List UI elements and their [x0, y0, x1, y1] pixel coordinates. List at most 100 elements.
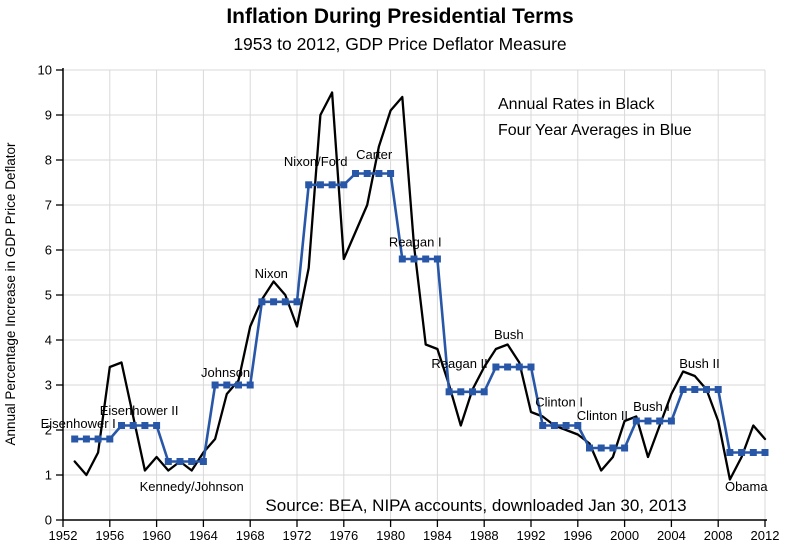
x-tick-label: 2000 — [610, 528, 639, 543]
average-square-marker — [258, 298, 266, 306]
y-tick-label: 3 — [45, 378, 52, 393]
term-label: Eisenhower I — [41, 416, 116, 431]
average-square-marker — [550, 422, 558, 429]
average-square-marker — [71, 435, 79, 443]
term-label: Reagan I — [389, 234, 442, 249]
x-tick-label: 2004 — [657, 528, 686, 543]
annual-rates-line — [73, 91, 767, 481]
average-square-marker — [714, 386, 722, 393]
x-tick-label: 1992 — [517, 528, 546, 543]
average-square-marker — [433, 255, 441, 263]
y-tick-label: 0 — [45, 513, 52, 528]
average-square-marker — [188, 458, 196, 465]
average-square-marker — [749, 449, 757, 456]
term-label: Eisenhower II — [100, 403, 179, 418]
x-tick-label: 1956 — [95, 528, 124, 543]
average-square-marker — [375, 170, 383, 177]
average-square-marker — [363, 170, 371, 177]
average-square-marker — [246, 381, 254, 389]
average-square-marker — [621, 444, 629, 452]
average-square-marker — [469, 388, 476, 396]
average-square-marker — [667, 417, 675, 425]
x-tick-label: 1972 — [283, 528, 312, 543]
chart-subtitle: 1953 to 2012, GDP Price Deflator Measure — [233, 34, 566, 54]
average-square-marker — [761, 449, 769, 456]
average-square-marker — [597, 444, 605, 452]
average-square-marker — [679, 386, 687, 393]
legend-four-year-averages: Four Year Averages in Blue — [498, 122, 692, 139]
average-square-marker — [153, 422, 161, 429]
x-tick-label: 1988 — [470, 528, 499, 543]
y-tick-label: 10 — [38, 63, 52, 78]
average-square-marker — [106, 435, 114, 443]
source-note: Source: BEA, NIPA accounts, downloaded J… — [265, 496, 686, 515]
x-axis-tick-labels: 1952 1956 1960 1964 1968 1972 1976 1980 1984 1988… — [49, 528, 780, 543]
y-tick-label: 4 — [45, 333, 52, 348]
legend-annual-rates: Annual Rates in Black — [498, 96, 656, 113]
average-square-marker — [726, 449, 734, 456]
x-tick-label: 1964 — [189, 528, 218, 543]
y-tick-label: 2 — [45, 423, 52, 438]
y-tick-label: 6 — [45, 243, 52, 258]
average-square-marker — [445, 388, 453, 396]
y-tick-label: 7 — [45, 198, 52, 213]
average-square-marker — [129, 422, 137, 429]
average-square-marker — [632, 417, 640, 425]
axes — [56, 68, 767, 527]
term-label: Bush I — [633, 399, 670, 414]
average-square-marker — [352, 170, 359, 177]
average-square-marker — [293, 298, 301, 306]
average-square-marker — [211, 381, 219, 389]
average-square-marker — [94, 435, 102, 443]
term-label: Bush II — [679, 356, 719, 371]
average-square-marker — [118, 422, 125, 429]
x-tick-label: 1980 — [376, 528, 405, 543]
term-label: Nixon/Ford — [284, 154, 348, 169]
x-tick-label: 1952 — [49, 528, 78, 543]
average-square-marker — [387, 170, 395, 177]
y-tick-label: 9 — [45, 108, 52, 123]
average-square-marker — [328, 181, 336, 189]
x-tick-label: 1996 — [563, 528, 592, 543]
average-square-marker — [703, 386, 710, 393]
average-square-marker — [738, 449, 746, 456]
average-square-marker — [281, 298, 289, 306]
average-square-marker — [235, 381, 242, 389]
average-square-marker — [480, 388, 488, 396]
average-square-marker — [305, 181, 313, 189]
average-square-marker — [82, 435, 90, 443]
term-label: Clinton II — [577, 408, 628, 423]
average-square-marker — [410, 255, 418, 263]
term-label: Reagan II — [431, 356, 487, 371]
x-tick-label: 2012 — [751, 528, 780, 543]
average-square-marker — [656, 417, 664, 425]
term-label: Nixon — [255, 266, 288, 281]
average-square-marker — [515, 363, 523, 371]
chart-title: Inflation During Presidential Terms — [226, 5, 573, 28]
average-square-marker — [504, 363, 512, 371]
average-square-marker — [141, 422, 149, 429]
x-tick-label: 1984 — [423, 528, 452, 543]
y-tick-label: 1 — [45, 468, 52, 483]
y-axis-title: Annual Percentage Increase in GDP Price … — [3, 142, 18, 445]
four-year-average-series — [71, 170, 769, 465]
term-label: Obama — [725, 479, 768, 494]
average-square-marker — [644, 417, 652, 425]
average-square-marker — [316, 181, 324, 189]
x-tick-label: 1976 — [329, 528, 358, 543]
y-tick-label: 5 — [45, 288, 52, 303]
average-square-marker — [199, 458, 207, 465]
average-square-marker — [691, 386, 699, 393]
average-square-marker — [539, 422, 547, 429]
x-tick-label: 1968 — [236, 528, 265, 543]
average-square-marker — [422, 255, 430, 263]
term-label: Kennedy/Johnson — [140, 479, 244, 494]
average-square-marker — [176, 458, 184, 465]
average-square-marker — [562, 422, 570, 429]
average-square-marker — [164, 458, 172, 465]
x-tick-label: 2008 — [704, 528, 733, 543]
average-square-marker — [340, 181, 348, 189]
term-label: Johnson — [201, 365, 250, 380]
